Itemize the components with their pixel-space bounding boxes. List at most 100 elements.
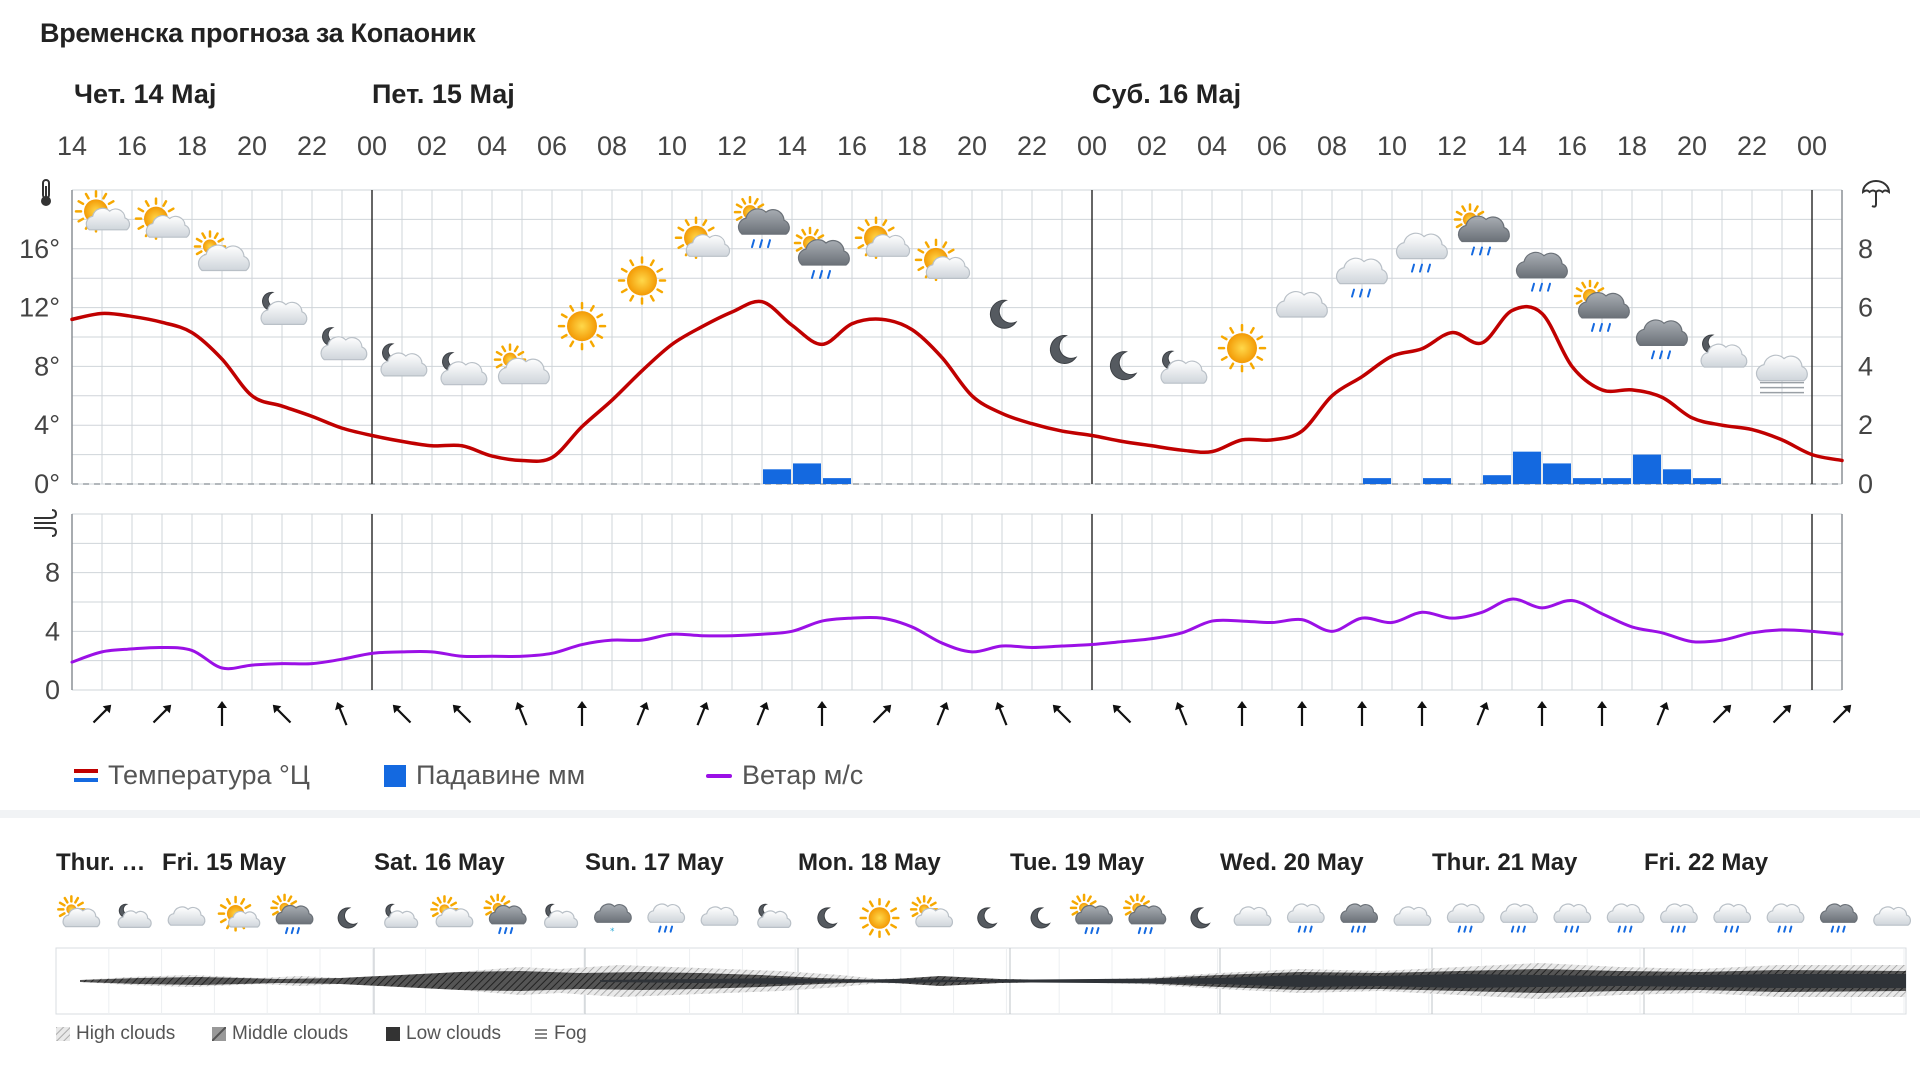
partly-cloudy-day-icon	[909, 895, 954, 928]
wind-arrow-icon	[272, 704, 292, 724]
legend-wind-label: Ветар м/с	[742, 760, 864, 790]
wind-arrow-icon	[392, 704, 412, 724]
moon-icon	[1190, 907, 1211, 929]
temperature-swatch	[74, 768, 98, 782]
precipitation-bar	[1663, 469, 1691, 484]
hour-label: 04	[477, 131, 507, 161]
partly-cloudy-night-icon	[544, 903, 579, 928]
cloud-rain-icon	[1335, 257, 1388, 298]
cloud-rain-icon	[1660, 903, 1698, 933]
wind-line	[70, 597, 1844, 671]
partly-cloudy-night-icon	[260, 291, 308, 326]
cloud-rain-icon	[1713, 903, 1752, 933]
partly-cloudy-night-icon	[1160, 350, 1208, 384]
wind-tick-label: 8	[45, 558, 60, 588]
precipitation-bar	[793, 463, 821, 484]
wind-arrow-icon	[1052, 704, 1072, 724]
precipitation-bar	[1603, 478, 1631, 484]
sun-icon	[1217, 323, 1267, 373]
wind-tick-label: 0	[45, 675, 60, 705]
umbrella-icon	[1861, 180, 1891, 208]
wind-arrow-icon	[1772, 704, 1792, 724]
cloud-icon	[1393, 906, 1432, 926]
partly-sunny-icon	[74, 190, 131, 233]
wind-arrow-icon	[756, 701, 769, 726]
precipitation-bar	[1633, 454, 1661, 484]
wind-arrow-icon	[1537, 701, 1547, 726]
temp-tick-label: 16°	[19, 234, 60, 264]
wind-arrow-icon	[335, 701, 348, 726]
partly-cloudy-night-icon	[320, 327, 368, 361]
precipitation-bar	[1483, 475, 1511, 484]
hour-label: 14	[1497, 131, 1527, 161]
cloud-rain-icon	[1286, 903, 1325, 933]
hour-label: 14	[57, 131, 87, 161]
hour-label: 16	[837, 131, 867, 161]
wind-arrow-icon	[1237, 701, 1247, 726]
precipitation-bar	[1693, 478, 1721, 484]
overview-day-label: Fri. 15 May	[162, 849, 287, 876]
overview-day-label: Sun. 17 May	[585, 849, 724, 876]
partly-sunny-icon	[134, 197, 191, 240]
partly-sunny-icon	[217, 895, 261, 932]
temp-tick-label: 8°	[34, 351, 60, 381]
partly-cloudy-night-icon	[757, 903, 792, 928]
hour-label: 10	[657, 131, 687, 161]
dark-cloud-rain-icon	[1819, 903, 1858, 933]
day-label: Пет. 15 Мај	[372, 79, 515, 109]
precipitation-bar	[1423, 478, 1451, 484]
precip-tick-label: 8	[1858, 234, 1873, 264]
precipitation-bar	[763, 469, 791, 484]
wind-arrow-icon	[1712, 704, 1732, 724]
overview-day-label: Wed. 20 May	[1220, 849, 1364, 876]
precipitation-swatch	[384, 764, 406, 787]
partly-sunny-rain-icon	[1123, 893, 1167, 935]
dark-cloud-rain-icon	[1635, 319, 1688, 360]
dark-cloud-rain-icon	[1340, 903, 1379, 933]
wind-arrow-icon	[936, 701, 949, 726]
wind-arrow-icon	[1357, 701, 1367, 726]
cloud-rain-icon	[647, 903, 686, 933]
hour-label: 10	[1377, 131, 1407, 161]
moon-icon	[1049, 335, 1078, 364]
wind-arrow-icon	[1175, 701, 1188, 726]
moon-icon	[989, 299, 1018, 329]
hour-label: 20	[237, 131, 267, 161]
partly-cloudy-night-icon	[117, 903, 152, 928]
legend-fog-label: Fog	[554, 1023, 587, 1044]
hour-label: 22	[1017, 131, 1047, 161]
partly-sunny-icon	[674, 216, 731, 260]
cloud-rain-icon	[1500, 903, 1538, 933]
legend-low-clouds: Low clouds	[386, 1023, 501, 1045]
legend-fog: Fog	[534, 1023, 587, 1045]
hour-label: 12	[717, 131, 747, 161]
wind-arrow-icon	[1476, 701, 1489, 726]
partly-sunny-icon	[914, 238, 971, 282]
partly-cloudy-night-icon	[384, 903, 419, 928]
legend-middle-clouds: Middle clouds	[212, 1023, 348, 1045]
partly-cloudy-day-icon	[430, 895, 474, 928]
wind-icon	[34, 509, 58, 537]
moon-icon	[977, 907, 998, 929]
hour-label: 12	[1437, 131, 1467, 161]
low-clouds-swatch	[386, 1027, 400, 1041]
middle-clouds-swatch	[212, 1027, 226, 1041]
hour-label: 06	[537, 131, 567, 161]
sun-icon	[557, 301, 607, 351]
cloud-rain-icon	[1553, 903, 1592, 933]
partly-sunny-rain-icon	[1453, 203, 1510, 256]
precipitation-bars	[763, 451, 1721, 484]
overview-day-label: Fri. 22 May	[1644, 849, 1769, 876]
overview-day-labels: Thur. … Fri. 15 May Sat. 16 May Sun. 17 May…	[56, 849, 1769, 876]
wind-arrow-icon	[1597, 701, 1607, 726]
high-clouds-swatch	[56, 1027, 70, 1041]
moon-icon	[1030, 907, 1051, 929]
partly-sunny-rain-icon	[483, 893, 527, 935]
fog-icon	[1755, 354, 1808, 394]
legend-middle-clouds-label: Middle clouds	[232, 1023, 349, 1044]
legend-precipitation-label: Падавине мм	[416, 760, 586, 790]
overview-panel: Thur. … Fri. 15 May Sat. 16 May Sun. 17 May…	[0, 810, 1920, 1080]
legend-temperature: Температура °Ц	[74, 760, 310, 791]
wind-arrow-icon	[152, 704, 172, 724]
wind-arrow-icon	[1417, 701, 1427, 726]
